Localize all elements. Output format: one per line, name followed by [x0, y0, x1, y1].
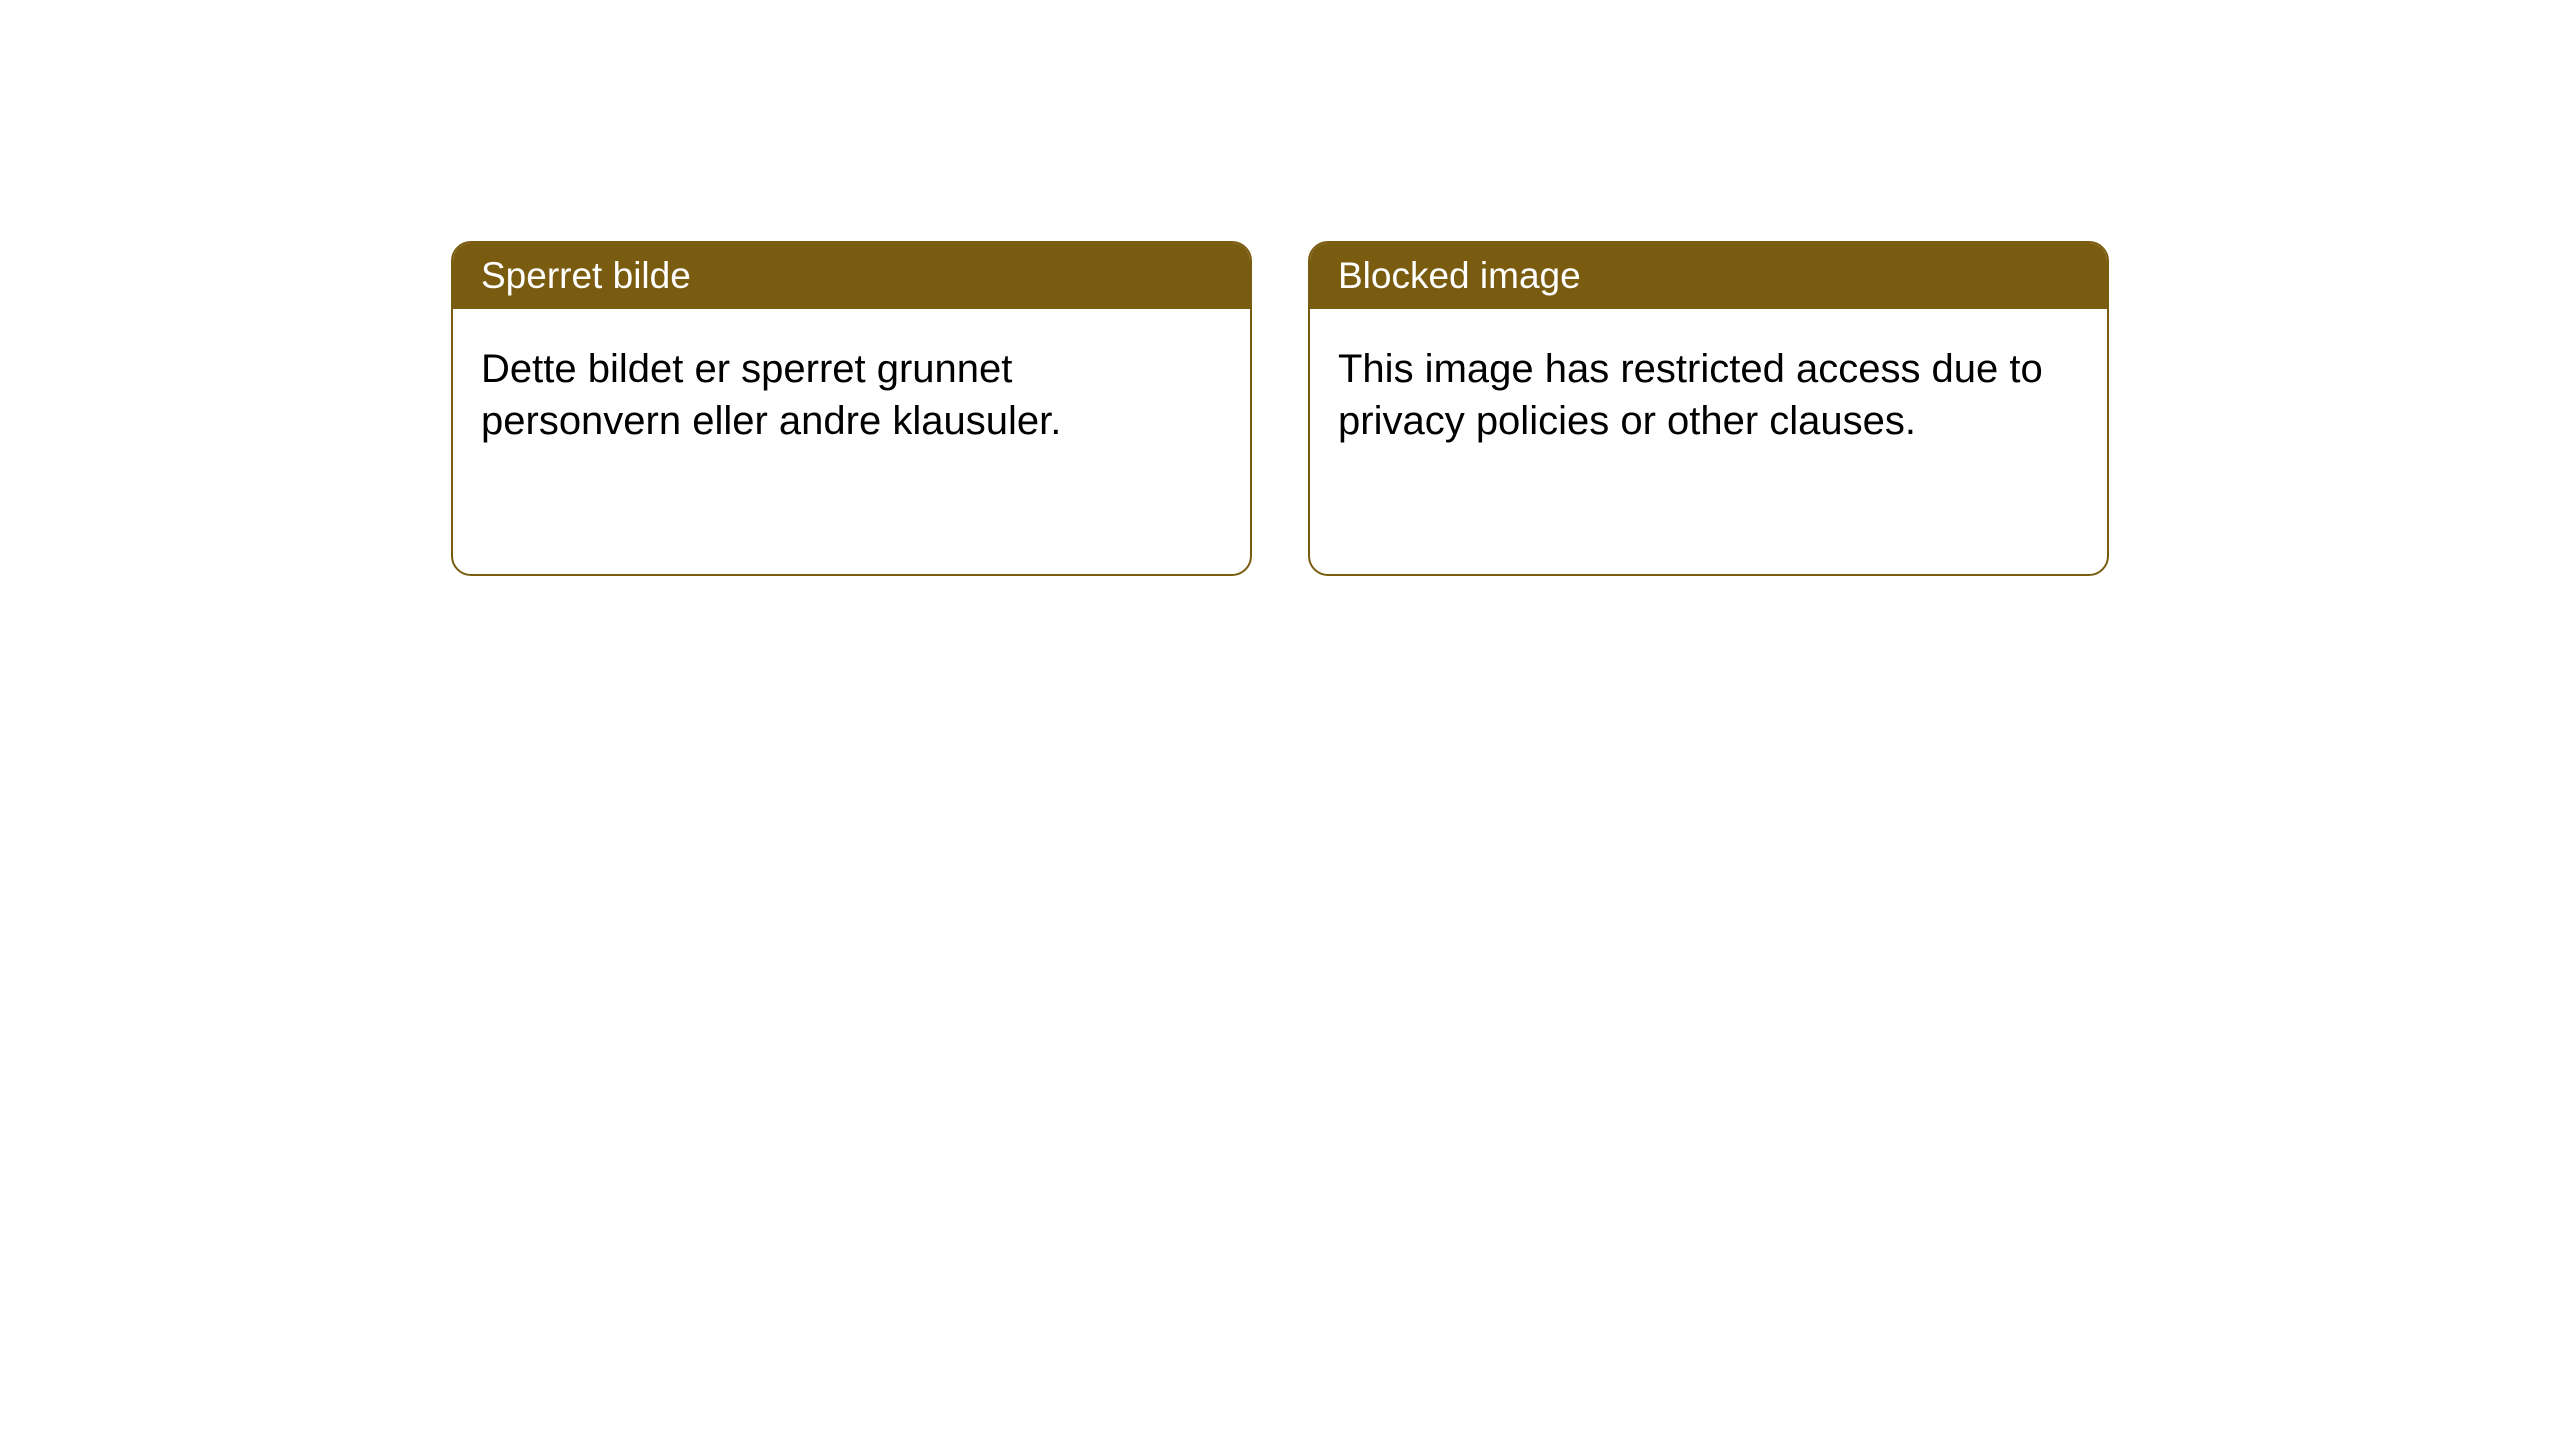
card-title: Blocked image: [1338, 255, 1581, 296]
card-header: Blocked image: [1310, 243, 2107, 309]
card-title: Sperret bilde: [481, 255, 691, 296]
card-body: Dette bildet er sperret grunnet personve…: [453, 309, 1250, 481]
card-body-text: Dette bildet er sperret grunnet personve…: [481, 347, 1061, 443]
card-header: Sperret bilde: [453, 243, 1250, 309]
info-cards-container: Sperret bilde Dette bildet er sperret gr…: [451, 241, 2109, 576]
card-body-text: This image has restricted access due to …: [1338, 347, 2043, 443]
info-card-norwegian: Sperret bilde Dette bildet er sperret gr…: [451, 241, 1252, 576]
info-card-english: Blocked image This image has restricted …: [1308, 241, 2109, 576]
card-body: This image has restricted access due to …: [1310, 309, 2107, 481]
